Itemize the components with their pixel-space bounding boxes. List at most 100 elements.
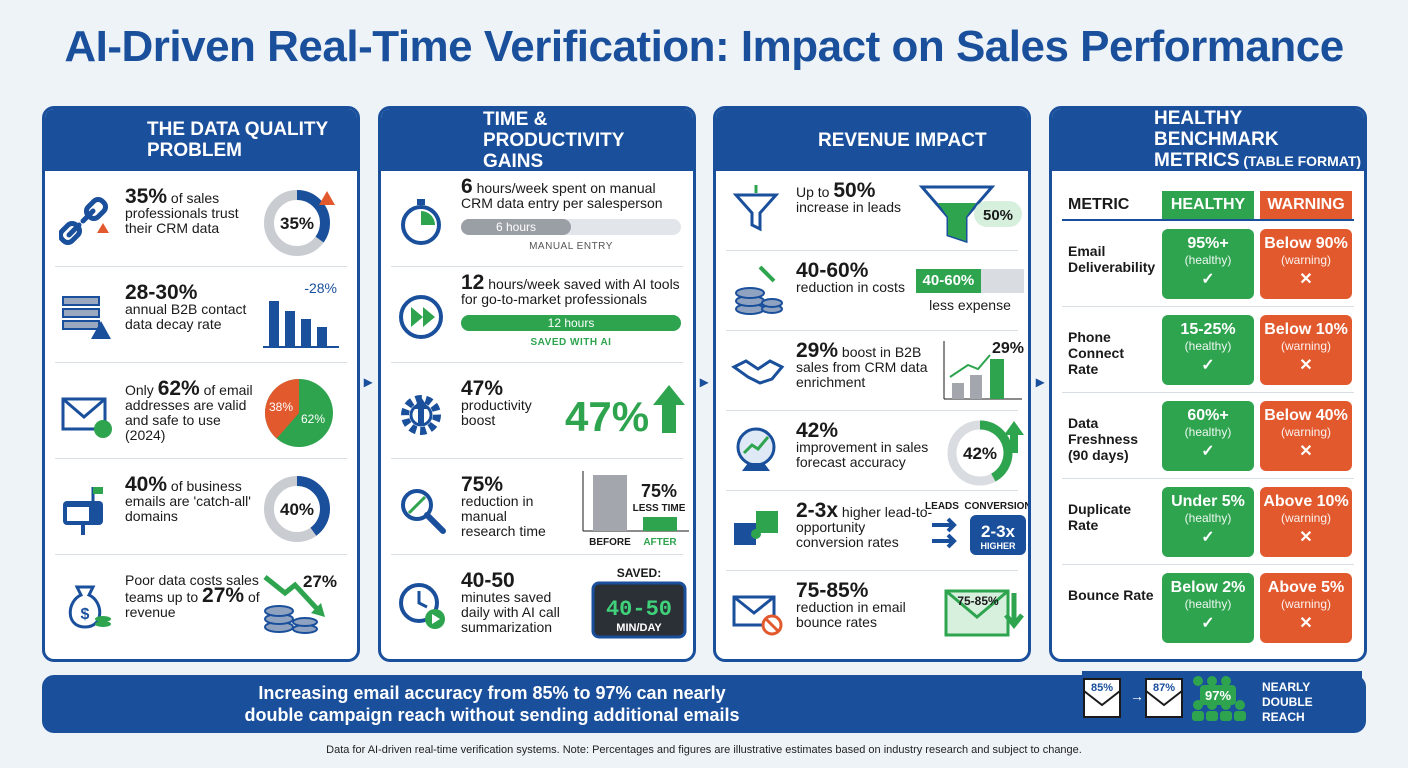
cost-reduction-bar: 40-60%: [916, 269, 1024, 293]
donut-label: 35%: [280, 214, 314, 233]
panel-title-line1: REVENUE IMPACT: [818, 129, 987, 151]
mailbox-icon: [63, 487, 103, 535]
stopwatch-icon: [401, 199, 441, 245]
saved-label: SAVED:: [617, 566, 661, 580]
crystal-ball-icon: [736, 427, 776, 471]
boost-label: 47%: [565, 393, 649, 440]
before-after-chart: 75% LESS TIME BEFORE AFTER: [582, 471, 689, 548]
stat-label: productivity boost: [461, 397, 532, 428]
panel-title-line2: METRICS: [1154, 150, 1240, 171]
bounce-reduction-graphic: 75-85%: [944, 589, 1024, 637]
donut-chart: 40%: [264, 476, 330, 542]
donut-label: 42%: [963, 444, 997, 463]
healthy-cell: 95%+ (healthy) ✓: [1162, 229, 1254, 299]
stat-text: Only 62% of email addresses are valid an…: [125, 378, 265, 443]
warning-value: Below 90%: [1264, 235, 1348, 252]
check-icon: ✓: [1201, 615, 1215, 632]
panel-header: REVENUE IMPACT: [716, 109, 1028, 171]
healthy-cell: 60%+ (healthy) ✓: [1162, 401, 1254, 471]
decaying-records-icon: [62, 296, 111, 339]
stat-label: annual B2B contact data decay rate: [125, 301, 247, 332]
donut-label: 40%: [280, 500, 314, 519]
stat-label: reduction in email bounce rates: [796, 599, 906, 630]
healthy-value: 60%+: [1187, 407, 1229, 424]
stat-row: Only 62% of email addresses are valid an…: [55, 363, 347, 459]
clock-play-icon: [399, 583, 445, 629]
panel-header: TIME & PRODUCTIVITY GAINS: [381, 109, 693, 172]
page-title: AI-Driven Real-Time Verification: Impact…: [64, 22, 1344, 71]
panel-header: THE DATA QUALITY PROBLEM: [45, 109, 357, 171]
healthy-value: Below 2%: [1170, 579, 1246, 596]
bounce-label: 75-85%: [957, 594, 999, 608]
warning-cell: Below 40% (warning) ✕: [1260, 401, 1352, 471]
donut-chart: 35%: [264, 190, 335, 256]
healthy-sub: (healthy): [1184, 425, 1232, 439]
envelope-85-label: 85%: [1091, 682, 1113, 694]
bar-caption: MANUAL ENTRY: [529, 241, 613, 252]
table-row: Phone Connect Rate 15-25% (healthy) ✓ Below …: [1062, 307, 1354, 393]
stat-text: 29% boost in B2B sales from CRM data enr…: [796, 340, 936, 390]
stat-label: hours/week saved with AI tools for go-to…: [461, 276, 680, 307]
timer-value: 40-50: [606, 597, 672, 622]
cost-bar-label: 40-60%: [916, 269, 981, 293]
x-icon: ✕: [1299, 615, 1313, 632]
stat-value: 75-85%: [796, 579, 869, 602]
time-productivity-panel: TIME & PRODUCTIVITY GAINS 6 hours/week sp…: [378, 106, 696, 662]
check-icon: ✓: [1201, 529, 1215, 546]
saved-with-ai-bar: 12 hours: [461, 315, 681, 331]
svg-text:$: $: [81, 606, 90, 623]
metric-name: Phone Connect Rate: [1068, 329, 1124, 377]
warning-value: Below 40%: [1264, 407, 1348, 424]
warning-cell: Above 5% (warning) ✕: [1260, 573, 1352, 643]
healthy-sub: (healthy): [1184, 511, 1232, 525]
stat-row: 28-30% annual B2B contact data decay rate…: [55, 267, 347, 363]
funnel-label: 50%: [983, 207, 1013, 224]
stat-label: of email addresses are valid and safe to…: [125, 382, 253, 443]
stat-row: 40-60% reduction in costs 40-60% less exp…: [726, 251, 1024, 331]
reach-line-2: DOUBLE: [1262, 695, 1313, 709]
column-header-warning: WARNING: [1260, 191, 1352, 219]
fast-forward-icon: [399, 295, 443, 339]
stat-text: Poor data costs sales teams up to 27% of…: [125, 573, 265, 620]
stat-label: of revenue: [125, 589, 260, 620]
digital-timer-display: SAVED: 40-50 MIN/DAY: [591, 566, 687, 639]
pie-chart: 38% 62%: [264, 379, 333, 447]
x-icon: ✕: [1299, 529, 1313, 546]
stat-row: 42% improvement in sales forecast accurac…: [726, 411, 1024, 491]
chevron-right-icon: ▸: [1036, 374, 1045, 391]
stat-label: improvement in sales forecast accuracy: [796, 439, 929, 470]
stat-value: 62%: [157, 377, 200, 400]
stat-row: 40% of business emails are 'catch-all' d…: [55, 459, 347, 555]
panel-title-note: (TABLE FORMAT): [1239, 153, 1362, 169]
metric-name: Bounce Rate: [1068, 587, 1154, 603]
stat-label: reduction in costs: [796, 279, 905, 295]
email-blocked-icon: [732, 595, 783, 636]
stat-text: 75-85% reduction in email bounce rates: [796, 580, 936, 630]
stat-text: 40% of business emails are 'catch-all' d…: [125, 474, 265, 524]
benchmark-table: METRIC HEALTHY WARNING Email Deliverabil…: [1052, 191, 1364, 651]
warning-cell: Below 10% (warning) ✕: [1260, 315, 1352, 385]
healthy-cell: Under 5% (healthy) ✓: [1162, 487, 1254, 557]
multiplier-sub: HIGHER: [980, 541, 1016, 551]
reach-line-3: REACH: [1262, 710, 1305, 724]
stat-row: 35% of sales professionals trust their C…: [55, 171, 347, 267]
stat-row: $ Poor data costs sales teams up to 27% …: [55, 555, 347, 651]
healthy-value: 95%+: [1187, 235, 1229, 252]
decline-label: -28%: [304, 280, 337, 296]
stat-value: 47%: [461, 377, 504, 400]
check-icon: ✓: [1201, 271, 1215, 288]
growth-label: 29%: [992, 340, 1024, 357]
stat-label: increase in leads: [796, 199, 902, 215]
stat-value: 40-60%: [796, 259, 869, 282]
metric-name: Duplicate Rate: [1068, 501, 1132, 533]
funnel-chart: 50%: [918, 185, 1022, 244]
warning-value: Above 5%: [1267, 579, 1345, 596]
stat-text: 28-30% annual B2B contact data decay rate: [125, 282, 265, 332]
reduction-label: 75%: [641, 481, 677, 501]
stat-text: 40-50 minutes saved daily with AI call su…: [461, 570, 581, 635]
multiplier-value: 2-3x: [981, 522, 1016, 541]
benchmark-table-panel: HEALTHY BENCHMARK METRICS (TABLE FORMAT) …: [1049, 106, 1367, 662]
email-check-icon: [61, 397, 112, 438]
healthy-sub: (healthy): [1184, 339, 1232, 353]
stat-prefix: Only: [125, 382, 158, 398]
